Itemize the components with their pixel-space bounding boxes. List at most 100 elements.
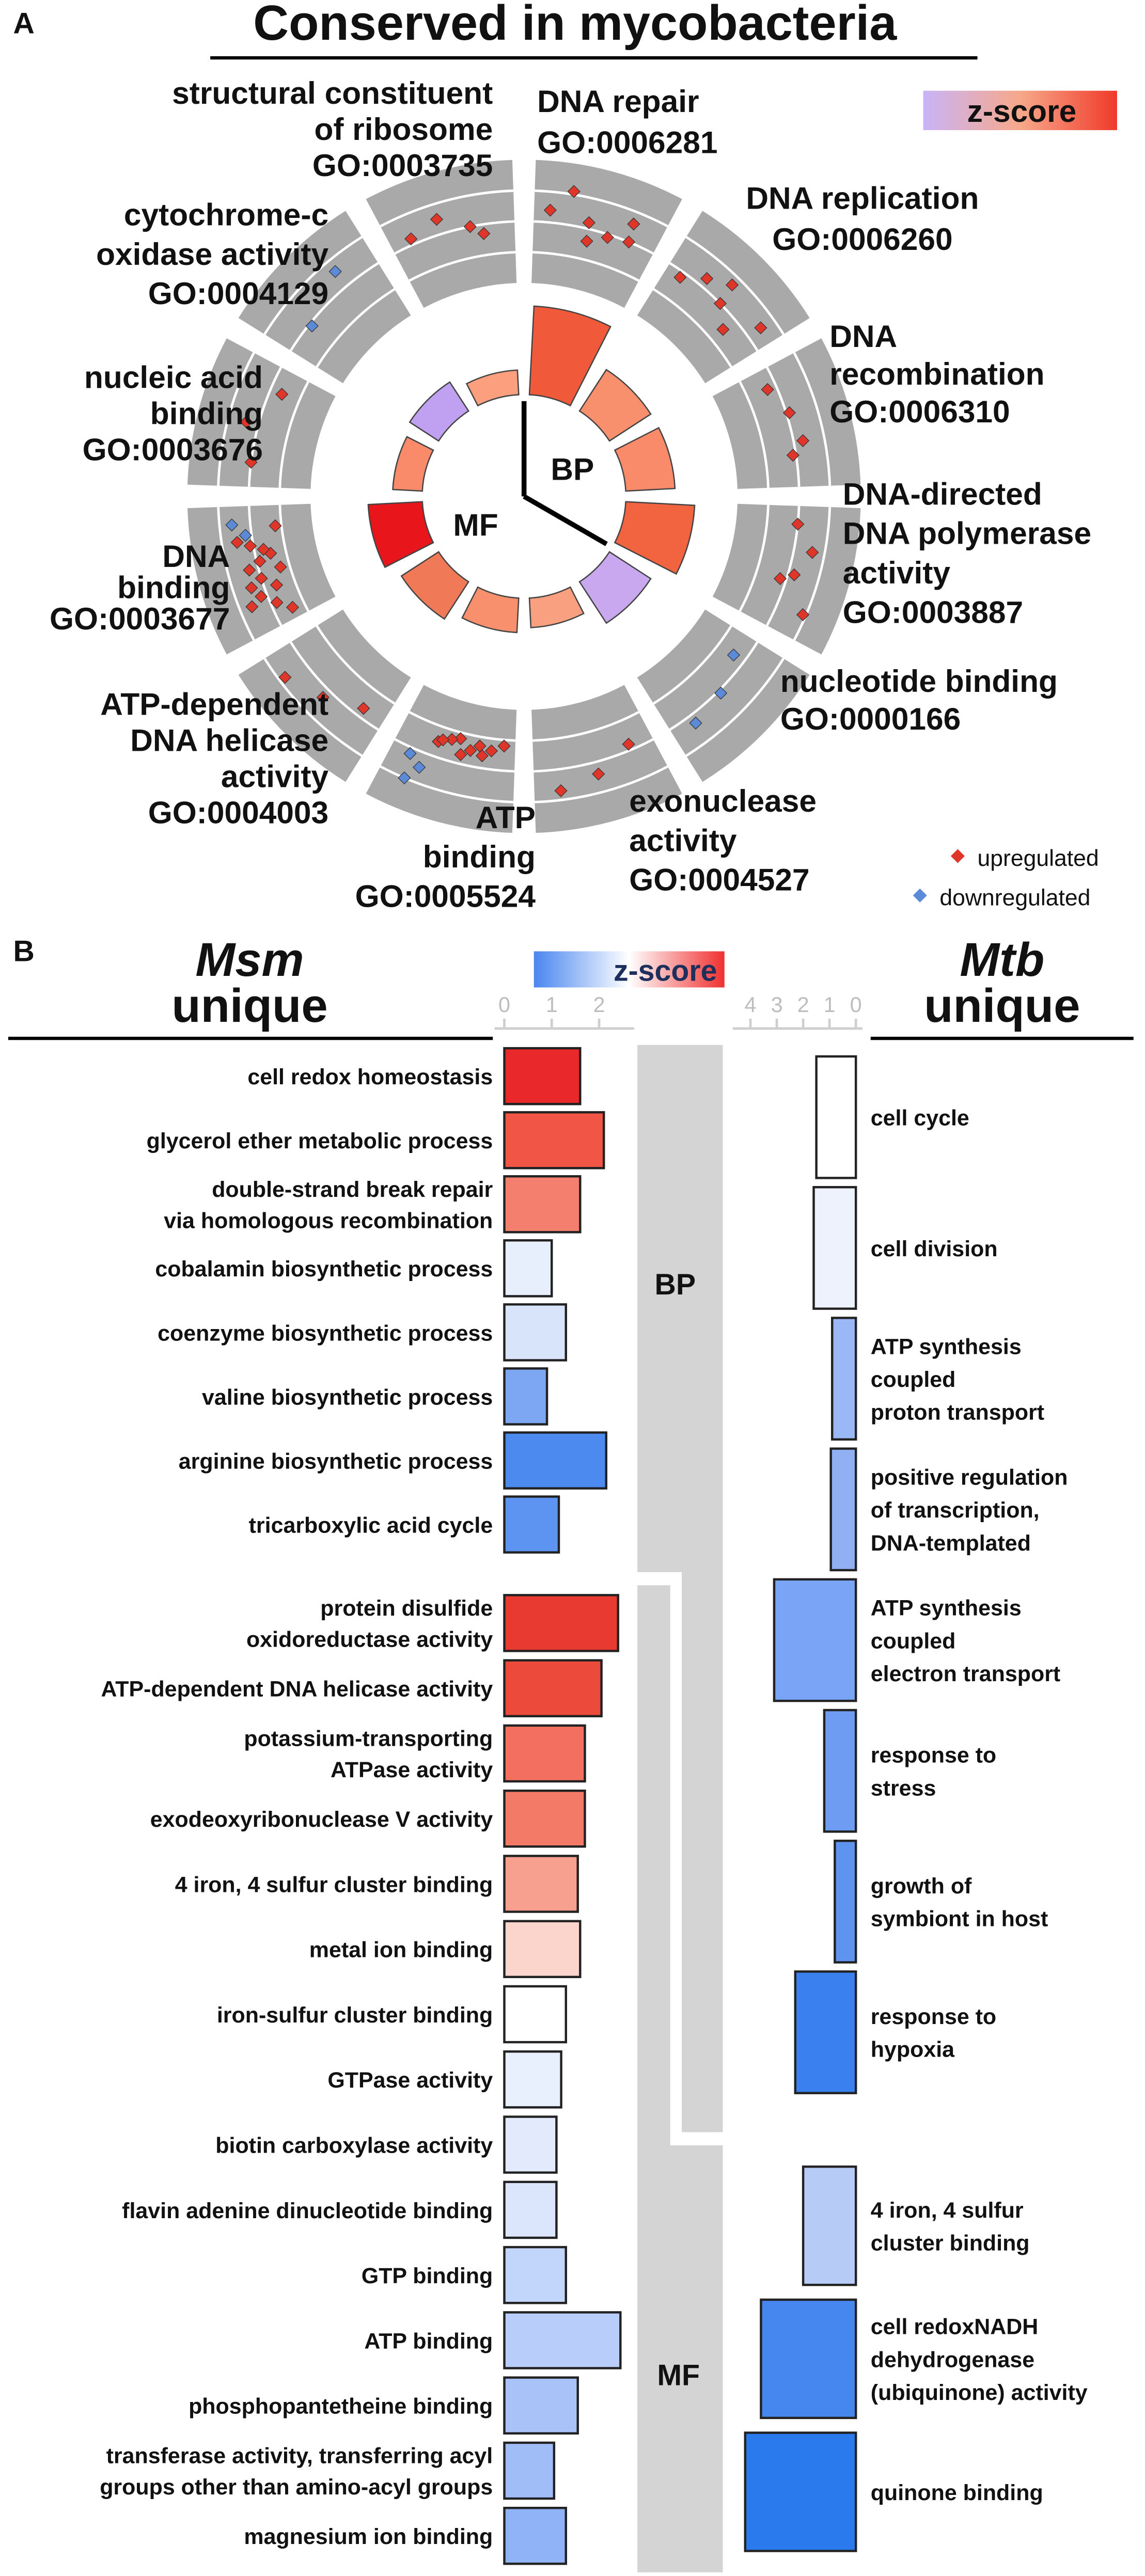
chart-subtitle: unique — [924, 978, 1080, 1032]
ring-arc — [793, 352, 832, 486]
category-label: ATP binding — [364, 2329, 493, 2353]
section-bp — [637, 1045, 723, 2132]
category-label: DNA helicase — [130, 722, 328, 757]
ring-arc — [289, 262, 379, 352]
point — [700, 272, 714, 286]
category-label: GO:0006281 — [537, 125, 717, 160]
bar — [503, 1111, 605, 1170]
bar — [773, 1578, 857, 1702]
point — [328, 265, 342, 278]
point — [275, 388, 289, 401]
point — [689, 716, 702, 730]
category-label: DNA — [829, 319, 897, 354]
category-label: DNA polymerase — [843, 516, 1091, 551]
point — [255, 590, 268, 603]
bar — [760, 2298, 857, 2420]
legend-gradient — [534, 951, 725, 988]
bar — [831, 1317, 857, 1441]
category-label: symbiont in host — [871, 1907, 1048, 1932]
category-label: activity — [843, 555, 951, 590]
category-label: cytochrome-c — [124, 197, 328, 232]
chart-subtitle: unique — [171, 978, 327, 1032]
category-label: electron transport — [871, 1662, 1060, 1686]
legend-marker — [913, 888, 927, 903]
ring-arc — [217, 352, 255, 486]
point — [761, 383, 774, 397]
ring-arc — [278, 381, 310, 488]
point — [627, 217, 640, 231]
category-label: cell redox homeostasis — [247, 1065, 493, 1089]
ring-arc — [263, 235, 363, 335]
point — [716, 323, 730, 336]
category-label: oxidoreductase activity — [246, 1627, 493, 1652]
ring-arc — [278, 504, 310, 612]
category-label: via homologous recombination — [164, 1208, 493, 1233]
x-tick-label: 0 — [498, 993, 510, 1017]
bar — [503, 1175, 582, 1234]
x-tick-label: 2 — [593, 993, 605, 1017]
point — [567, 185, 581, 198]
point — [714, 686, 728, 700]
ring-arc — [394, 220, 515, 255]
point — [270, 578, 284, 592]
category-label: hypoxia — [871, 2037, 955, 2062]
point — [357, 702, 370, 715]
bar — [614, 426, 676, 492]
bar — [503, 1431, 607, 1490]
bar — [503, 1855, 579, 1913]
point — [754, 321, 767, 335]
legend-title: z-score — [967, 93, 1077, 129]
category-label: DNA — [162, 539, 230, 574]
category-label: of ribosome — [314, 112, 493, 147]
ring-arc — [653, 288, 732, 368]
category-label: DNA replication — [746, 181, 979, 216]
bar — [392, 436, 434, 492]
category-label: positive regulation — [871, 1465, 1068, 1490]
point — [473, 739, 487, 753]
category-label: potassium-transporting — [244, 1727, 493, 1751]
bar — [503, 2311, 622, 2369]
legend-label: downregulated — [939, 885, 1090, 910]
category-label: activity — [221, 758, 329, 794]
panel-label: B — [13, 935, 34, 968]
point — [305, 319, 319, 333]
point — [454, 732, 467, 746]
point — [454, 748, 467, 761]
bar — [367, 501, 434, 568]
ring-arc — [653, 625, 732, 705]
category-label: GO:0005524 — [355, 879, 536, 914]
point — [464, 744, 477, 757]
bar — [400, 551, 470, 620]
ring-arc — [380, 765, 514, 803]
point — [782, 406, 796, 419]
category-label: coupled — [871, 1629, 956, 1653]
section-mf — [637, 1585, 723, 2572]
point — [239, 529, 252, 542]
point — [255, 572, 268, 585]
category-label: GO:0006260 — [772, 222, 952, 257]
ring-arc — [532, 711, 639, 742]
point — [240, 415, 253, 429]
bar — [744, 2431, 857, 2552]
category-label: GO:0003677 — [50, 601, 230, 636]
ring-arc — [263, 658, 363, 757]
bar — [503, 1985, 568, 2044]
bar — [503, 1789, 586, 1848]
category-label: dehydrogenase — [871, 2347, 1034, 2372]
point — [601, 231, 614, 244]
category-label: cell cycle — [871, 1106, 969, 1131]
category-label: ATP-dependent — [100, 686, 328, 721]
category-label: oxidase activity — [96, 236, 328, 272]
ontology-label: BP — [655, 1268, 696, 1301]
category-label: glycerol ether metabolic process — [147, 1129, 493, 1153]
category-label: exonuclease — [629, 783, 817, 818]
point — [622, 235, 636, 249]
category-label: metal ion binding — [309, 1938, 493, 1963]
bar — [503, 2441, 556, 2500]
x-tick-label: 4 — [745, 993, 757, 1017]
point — [788, 568, 801, 581]
point — [592, 767, 605, 781]
ring-arc — [316, 625, 396, 705]
ring-arc — [247, 505, 283, 626]
